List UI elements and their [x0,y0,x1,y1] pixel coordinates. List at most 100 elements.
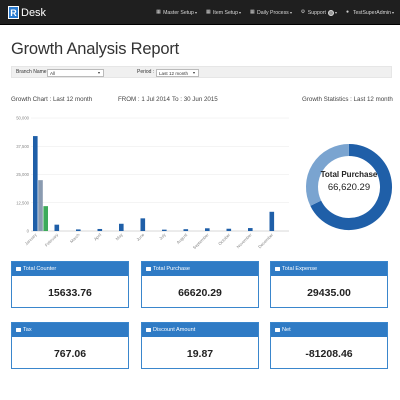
chevron-down-icon [289,11,292,14]
page-title: Growth Analysis Report [11,40,180,58]
chevron-down-icon [239,11,242,14]
bar [54,224,60,231]
bar [248,228,253,231]
donut-title: Total Purchase [320,170,378,179]
nav-item-label: Master Setup [163,9,194,16]
card-label: Total Counter [23,266,57,272]
nav-item-daily-process[interactable]: ▦ Daily Process [250,10,292,16]
nav-item-master-setup[interactable]: ▦ Master Setup [156,10,197,16]
bar [269,211,275,231]
filter-bar: Branch Name : All Period : Last 12 month [11,66,392,78]
x-tick-label: February [44,232,60,248]
card-label: Total Purchase [153,266,191,272]
card-icon [146,267,151,271]
card-header: Total Purchase [142,262,258,276]
stats-title: Growth Statistics : Last 12 month [302,96,393,103]
card-icon [146,328,151,332]
card-net: Net -81208.46 [270,322,388,369]
card-tax: Tax 767.06 [11,322,129,369]
y-tick-label: 50,000 [16,116,29,121]
chart-title: Growth Chart : Last 12 month [11,96,93,103]
top-navbar: R Desk ▦ Master Setup ▦ Item Setup ▦ Dai… [0,0,400,25]
brand-name: Desk [21,6,47,19]
card-value: 29435.00 [307,286,351,299]
card-discount-amount: Discount Amount 19.87 [141,322,259,369]
bar [97,228,103,231]
bar [226,228,232,231]
grid-icon: ▦ [250,9,255,15]
nav-item-label: Support [307,9,326,16]
grid-icon: ▦ [205,9,211,15]
nav-item-label: Item Setup [212,9,239,16]
card-header: Discount Amount [142,323,258,337]
bar [76,229,81,231]
card-header: Total Expense [271,262,387,276]
branch-label: Branch Name : [16,69,50,75]
nav-menu: ▦ Master Setup ▦ Item Setup ▦ Daily Proc… [147,0,394,25]
brand-logo[interactable]: R Desk [8,5,46,20]
card-value: -81208.46 [305,347,353,360]
card-header: Net [271,323,387,337]
x-tick-label: July [158,232,167,241]
card-value: 66620.29 [178,286,222,299]
nav-item-label: Daily Process [257,9,289,16]
card-icon [275,267,280,271]
x-tick-label: March [69,232,81,244]
y-tick-label: 0 [27,229,30,234]
bar [183,229,189,231]
avatar [327,9,334,16]
card-total-counter: Total Counter 15633.76 [11,261,129,308]
period-label: Period : [137,69,155,75]
growth-donut-chart [306,144,392,230]
period-select[interactable]: Last 12 month [156,68,199,77]
chart-from-date: FROM : 1 Jul 2014 [118,96,170,103]
x-tick-label: October [217,232,231,246]
y-tick-label: 12,500 [16,200,29,205]
x-tick-label: September [192,232,210,250]
card-icon [16,267,21,271]
card-value: 15633.76 [48,286,92,299]
bar [162,229,167,231]
donut-segment-light [306,144,350,206]
card-total-expense: Total Expense 29435.00 [270,261,388,308]
chevron-down-icon [334,11,337,14]
chevron-down-icon [193,72,195,74]
x-tick-label: June [135,232,145,242]
user-icon: ● [345,9,349,15]
card-label: Discount Amount [153,327,196,333]
card-value: 19.87 [186,347,214,360]
card-label: Total Expense [282,266,318,272]
branch-select-value: All [50,70,56,76]
card-total-purchase: Total Purchase 66620.29 [141,261,259,308]
bar [43,206,48,231]
period-select-value: Last 12 month [159,70,189,76]
nav-item-label: TestSuperAdmin [352,9,391,16]
chevron-down-icon [98,72,100,74]
chevron-down-icon [392,11,394,14]
x-tick-label: December [257,232,275,250]
nav-item-item-setup[interactable]: ▦ Item Setup [205,9,242,16]
bar [140,218,146,231]
bar [33,136,38,231]
brand-logo-icon: R [8,6,19,19]
card-header: Tax [12,323,128,337]
card-header: Total Counter [12,262,128,276]
bar [38,180,43,231]
nav-item-support[interactable]: ⚙ Support [301,9,337,16]
card-icon [275,328,280,332]
card-value: 767.06 [53,347,87,360]
bar [119,223,124,231]
card-label: Net [282,327,291,333]
card-label: Tax [23,327,32,333]
x-tick-label: August [175,232,188,245]
card-icon [16,328,21,332]
nav-item-user[interactable]: ● TestSuperAdmin [346,10,394,16]
y-tick-label: 37,500 [16,144,29,149]
x-tick-label: May [115,232,125,242]
grid-icon: ▦ [156,9,161,15]
x-tick-label: April [93,232,103,242]
x-tick-label: November [236,232,254,250]
branch-select[interactable]: All [47,68,104,77]
donut-segment-primary [310,144,392,230]
